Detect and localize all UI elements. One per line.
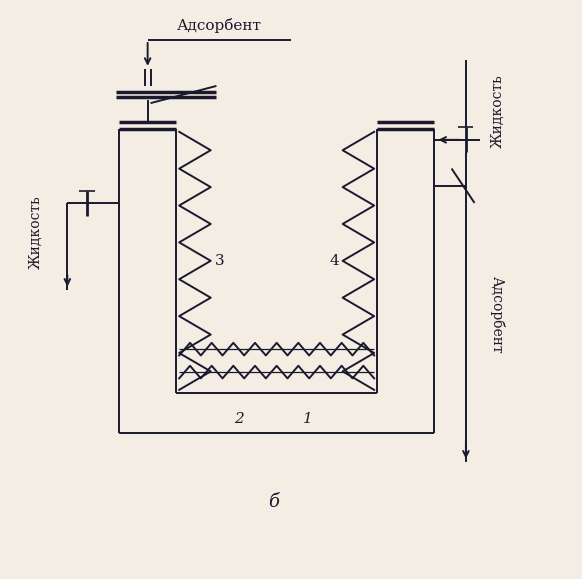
Text: 4: 4 bbox=[329, 254, 339, 268]
Text: Жидкость: Жидкость bbox=[491, 74, 505, 148]
Text: 2: 2 bbox=[235, 412, 244, 426]
Text: Адсорбент: Адсорбент bbox=[490, 276, 505, 354]
Text: 3: 3 bbox=[215, 254, 224, 268]
Text: 1: 1 bbox=[303, 412, 313, 426]
Text: б: б bbox=[268, 493, 279, 511]
Text: Адсорбент: Адсорбент bbox=[177, 17, 262, 32]
Text: Жидкость: Жидкость bbox=[29, 195, 43, 269]
